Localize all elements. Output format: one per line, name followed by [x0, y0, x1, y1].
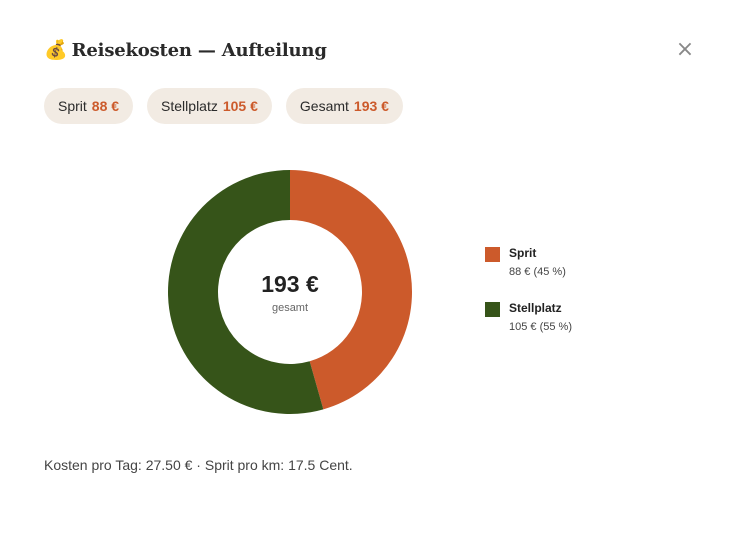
legend-swatch-stellplatz — [485, 302, 500, 317]
legend-item-sprit: Sprit 88 € (45 %) — [485, 245, 572, 280]
donut-slice-stellplatz — [168, 170, 324, 414]
dialog-header: 💰 Reisekosten — Aufteilung — [44, 38, 327, 64]
chip-label: Stellplatz — [161, 98, 218, 114]
legend-swatch-sprit — [485, 247, 500, 262]
dialog-title: Reisekosten — Aufteilung — [71, 40, 327, 61]
chip-value: 193 € — [353, 98, 389, 114]
footer-stats: Kosten pro Tag: 27.50 € · Sprit pro km: … — [44, 457, 353, 473]
summary-chips: Sprit 88 € Stellplatz 105 € Gesamt 193 € — [44, 88, 403, 124]
legend-detail: 88 € (45 %) — [509, 266, 566, 278]
legend-item-stellplatz: Stellplatz 105 € (55 %) — [485, 300, 572, 335]
chip-label: Gesamt — [299, 98, 349, 114]
donut-chart — [168, 170, 412, 414]
chip-gesamt: Gesamt 193 € — [285, 88, 403, 124]
money-bag-icon: 💰 — [44, 40, 68, 61]
chip-sprit: Sprit 88 € — [44, 88, 134, 124]
chip-value: 105 € — [222, 98, 258, 114]
chip-value: 88 € — [91, 98, 120, 114]
legend-name: Stellplatz — [509, 301, 562, 315]
chart-legend: Sprit 88 € (45 %) Stellplatz 105 € (55 %… — [485, 245, 572, 335]
chip-label: Sprit — [58, 98, 87, 114]
donut-slice-sprit — [290, 170, 412, 410]
legend-name: Sprit — [509, 246, 537, 260]
legend-detail: 105 € (55 %) — [509, 321, 572, 333]
chip-stellplatz: Stellplatz 105 € — [147, 88, 272, 124]
close-button[interactable]: × — [672, 38, 698, 62]
